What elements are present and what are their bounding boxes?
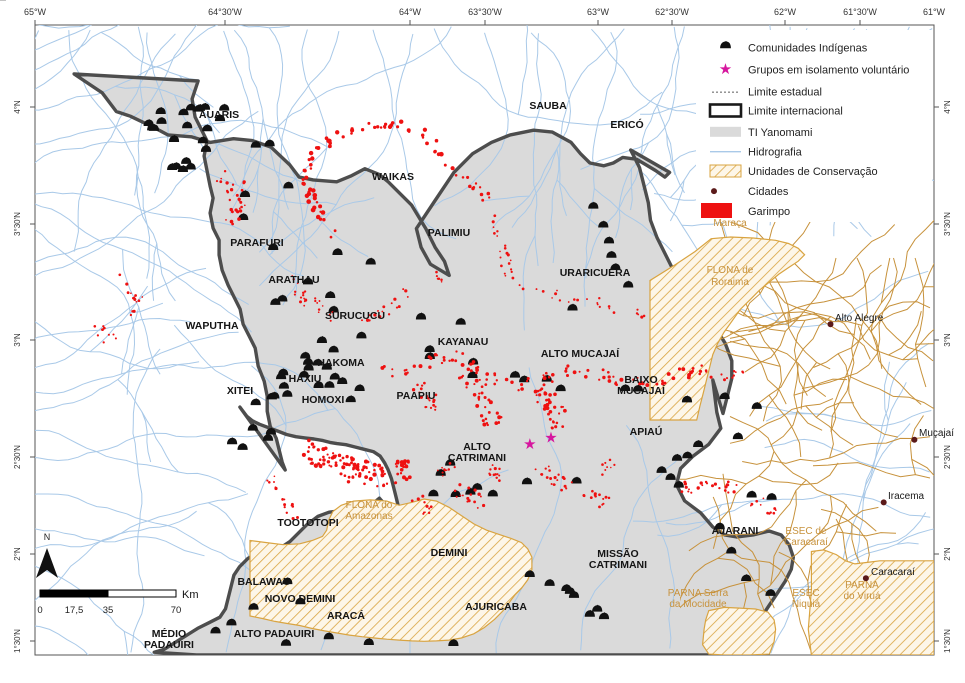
svg-text:MUCAJAÍ: MUCAJAÍ — [617, 384, 666, 397]
svg-text:Caracaraí: Caracaraí — [871, 567, 915, 578]
svg-text:3°N: 3°N — [943, 333, 952, 347]
svg-text:BALAWAU: BALAWAU — [237, 576, 290, 588]
svg-text:63°30'W: 63°30'W — [468, 7, 502, 17]
svg-text:2°30'N: 2°30'N — [943, 445, 952, 469]
svg-text:AJURICABA: AJURICABA — [465, 601, 527, 613]
svg-text:APIAÚ: APIAÚ — [630, 425, 663, 438]
svg-text:N: N — [44, 532, 51, 542]
svg-text:ALTO MUCAJAÍ: ALTO MUCAJAÍ — [541, 347, 620, 360]
svg-text:SAUBA: SAUBA — [529, 100, 567, 112]
svg-text:Alto Alegre: Alto Alegre — [835, 313, 884, 324]
svg-text:62°W: 62°W — [774, 7, 797, 17]
svg-text:PARNA Serra: PARNA Serra — [668, 588, 729, 599]
svg-text:2°30'N: 2°30'N — [13, 445, 22, 469]
svg-text:1°30'N: 1°30'N — [943, 629, 952, 653]
svg-text:61°W: 61°W — [923, 7, 946, 17]
svg-text:61°30'W: 61°30'W — [843, 7, 877, 17]
svg-text:DEMINI: DEMINI — [431, 547, 468, 559]
svg-text:Limite estadual: Limite estadual — [748, 87, 822, 99]
svg-text:Maraça: Maraça — [713, 218, 747, 229]
svg-text:PAAPIU: PAAPIU — [397, 390, 436, 402]
svg-text:PARAFURI: PARAFURI — [230, 237, 284, 249]
svg-text:3°30'N: 3°30'N — [943, 212, 952, 236]
svg-text:70: 70 — [171, 605, 182, 616]
svg-text:3°N: 3°N — [13, 333, 22, 347]
svg-text:XITEI: XITEI — [227, 385, 253, 397]
svg-text:Comunidades Indígenas: Comunidades Indígenas — [748, 43, 868, 55]
svg-text:Roraima: Roraima — [711, 277, 749, 288]
svg-text:2°N: 2°N — [13, 547, 22, 561]
svg-text:ALTO PADAUIRI: ALTO PADAUIRI — [234, 628, 315, 640]
svg-text:TI Yanomami: TI Yanomami — [748, 127, 812, 139]
svg-text:do Viruá: do Viruá — [843, 591, 881, 602]
svg-text:63°W: 63°W — [587, 7, 610, 17]
svg-text:da Mocidade: da Mocidade — [669, 599, 727, 610]
svg-text:CATRIMANI: CATRIMANI — [448, 452, 506, 464]
svg-text:★: ★ — [544, 430, 557, 447]
svg-text:Cidades: Cidades — [748, 186, 789, 198]
svg-text:Garimpo: Garimpo — [748, 206, 790, 218]
svg-text:Limite internacional: Limite internacional — [748, 106, 843, 118]
svg-text:PADAUIRI: PADAUIRI — [144, 639, 194, 651]
svg-text:62°30'W: 62°30'W — [655, 7, 689, 17]
svg-text:★: ★ — [719, 61, 732, 78]
svg-text:17,5: 17,5 — [65, 605, 84, 616]
svg-text:4°N: 4°N — [943, 100, 952, 114]
svg-text:PALIMIU: PALIMIU — [428, 227, 470, 239]
svg-text:3°30'N: 3°30'N — [13, 212, 22, 236]
svg-text:AJARANI: AJARANI — [712, 525, 759, 537]
svg-text:KAYANAU: KAYANAU — [438, 336, 489, 348]
svg-text:WAPUTHA: WAPUTHA — [185, 320, 238, 332]
svg-text:0: 0 — [37, 605, 42, 616]
svg-text:ARATHAU: ARATHAU — [268, 274, 319, 286]
svg-text:Caracaraí: Caracaraí — [784, 537, 828, 548]
svg-text:Muçajaí: Muçajaí — [919, 428, 954, 439]
svg-text:Grupos em isolamento voluntári: Grupos em isolamento voluntário — [748, 65, 909, 77]
svg-text:FLONA de: FLONA de — [707, 265, 754, 276]
svg-text:ERICÓ: ERICÓ — [610, 118, 643, 131]
svg-text:65°W: 65°W — [24, 7, 47, 17]
svg-text:Niquiá: Niquiá — [792, 599, 821, 610]
svg-text:Amazonas: Amazonas — [345, 511, 392, 522]
svg-text:FLONA do: FLONA do — [346, 500, 393, 511]
svg-text:Unidades de Conservação: Unidades de Conservação — [748, 166, 878, 178]
svg-text:HAXIU: HAXIU — [289, 373, 322, 385]
svg-text:CATRIMANI: CATRIMANI — [589, 559, 647, 571]
svg-text:Km: Km — [182, 589, 199, 601]
svg-text:Iracema: Iracema — [888, 491, 925, 502]
svg-text:PARNA: PARNA — [845, 580, 879, 591]
svg-text:1°30'N: 1°30'N — [13, 629, 22, 653]
svg-text:2°N: 2°N — [943, 547, 952, 561]
svg-text:4°N: 4°N — [13, 100, 22, 114]
svg-text:WAIKAS: WAIKAS — [372, 171, 414, 183]
svg-text:URARICUERA: URARICUERA — [560, 267, 631, 279]
svg-text:HAKOMA: HAKOMA — [317, 357, 365, 369]
svg-text:HOMOXI: HOMOXI — [302, 394, 345, 406]
svg-text:35: 35 — [103, 605, 114, 616]
svg-text:Hidrografia: Hidrografia — [748, 147, 803, 159]
svg-text:64°30'W: 64°30'W — [208, 7, 242, 17]
svg-text:NOVO DEMINI: NOVO DEMINI — [265, 593, 336, 605]
svg-text:ARACÁ: ARACÁ — [327, 609, 365, 622]
svg-text:64°W: 64°W — [399, 7, 422, 17]
svg-text:★: ★ — [523, 436, 536, 453]
svg-text:TOOTOTOPI: TOOTOTOPI — [277, 517, 338, 529]
svg-text:SURUCUCU: SURUCUCU — [325, 310, 385, 322]
svg-text:ESEC de: ESEC de — [785, 526, 827, 537]
svg-text:AUARIS: AUARIS — [199, 109, 239, 121]
svg-text:ESEC: ESEC — [792, 588, 819, 599]
